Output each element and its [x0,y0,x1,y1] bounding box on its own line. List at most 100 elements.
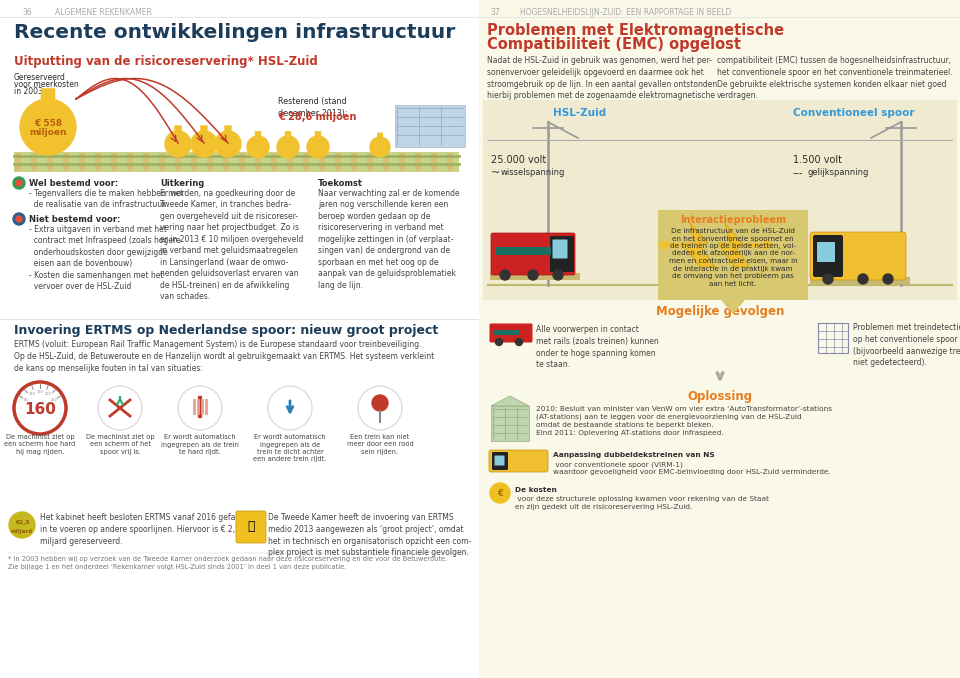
FancyBboxPatch shape [254,131,261,136]
Text: Problemen met treindetectie
op het conventionele spoor
(bijvoorbeeld aanwezige t: Problemen met treindetectie op het conve… [853,323,960,367]
Text: ---: --- [793,168,804,178]
Text: 2010: Besluit van minister van VenW om vier extra ‘AutoTransformator’-stations
(: 2010: Besluit van minister van VenW om v… [536,406,832,436]
FancyBboxPatch shape [287,153,293,171]
Text: 37: 37 [490,8,500,17]
FancyBboxPatch shape [285,131,291,136]
FancyBboxPatch shape [15,153,21,171]
Text: Invoering ERTMS op Nederlandse spoor: nieuw groot project: Invoering ERTMS op Nederlandse spoor: ni… [14,324,439,337]
Text: Naar verwachting zal er de komende
jaren nog verschillende keren een
beroep word: Naar verwachting zal er de komende jaren… [318,189,460,290]
Polygon shape [491,396,529,406]
FancyBboxPatch shape [0,0,478,678]
Text: 25.000 volt: 25.000 volt [491,155,546,165]
FancyBboxPatch shape [491,406,529,441]
Text: compatibiliteit (EMC) tussen de hogesnelheidsinfrastructuur,
het conventionele s: compatibiliteit (EMC) tussen de hogesnel… [717,56,952,100]
Polygon shape [718,223,750,267]
FancyBboxPatch shape [494,456,505,466]
FancyBboxPatch shape [431,153,437,171]
Text: Mogelijke gevolgen: Mogelijke gevolgen [656,305,784,318]
FancyBboxPatch shape [491,233,575,275]
FancyBboxPatch shape [191,153,197,171]
FancyBboxPatch shape [223,153,229,171]
FancyBboxPatch shape [143,153,149,171]
Text: €2,5: €2,5 [14,520,30,525]
FancyBboxPatch shape [483,100,957,300]
FancyBboxPatch shape [236,511,266,543]
Text: 36: 36 [22,8,32,17]
Circle shape [823,274,833,284]
Circle shape [528,270,538,280]
Text: miljard: miljard [11,529,33,534]
Circle shape [215,131,241,157]
Text: 80: 80 [24,398,29,402]
FancyBboxPatch shape [40,88,56,100]
Circle shape [268,386,312,430]
Text: voor meerkosten: voor meerkosten [14,80,79,89]
FancyBboxPatch shape [810,232,906,280]
Circle shape [553,270,563,280]
Text: Oplossing: Oplossing [687,390,753,403]
Text: Wel bestemd voor:: Wel bestemd voor: [29,179,118,188]
FancyBboxPatch shape [367,153,373,171]
FancyBboxPatch shape [207,153,213,171]
FancyBboxPatch shape [271,153,277,171]
Text: HOGESNELHEIDSLIJN-ZUID: EEN RAPPORTAGE IN BEELD: HOGESNELHEIDSLIJN-ZUID: EEN RAPPORTAGE I… [520,8,732,17]
Text: 120: 120 [29,392,36,396]
Circle shape [43,89,53,98]
Text: De kosten: De kosten [515,487,557,493]
Circle shape [307,136,329,158]
FancyBboxPatch shape [201,125,207,132]
Text: Nadat de HSL-Zuid in gebruik was genomen, werd het per-
sonenvervoer geleidelijk: Nadat de HSL-Zuid in gebruik was genomen… [487,56,717,100]
Text: Niet bestemd voor:: Niet bestemd voor: [29,215,120,224]
Circle shape [16,180,22,186]
Text: Conventioneel spoor: Conventioneel spoor [793,108,915,118]
FancyBboxPatch shape [490,273,580,280]
Text: € 28,6 miljoen: € 28,6 miljoen [278,112,356,122]
Polygon shape [682,223,715,267]
FancyBboxPatch shape [175,125,181,132]
Circle shape [358,386,402,430]
Text: 200: 200 [44,392,52,396]
FancyBboxPatch shape [319,153,325,171]
Circle shape [14,382,66,434]
Text: De machinist ziet op
een scherm hoe hard
hij mag rijden.: De machinist ziet op een scherm hoe hard… [5,434,76,455]
Text: De infrastructuur van de HSL-Zuid
en het conventionele spoornet en
de treinen op: De infrastructuur van de HSL-Zuid en het… [669,228,798,287]
Text: Recente ontwikkelingen infrastructuur: Recente ontwikkelingen infrastructuur [14,23,455,42]
FancyBboxPatch shape [383,153,389,171]
FancyBboxPatch shape [47,153,53,171]
Circle shape [516,338,522,346]
Text: wisselspanning: wisselspanning [501,168,565,177]
FancyBboxPatch shape [810,277,910,284]
FancyBboxPatch shape [399,153,405,171]
Text: gelijkspanning: gelijkspanning [808,168,870,177]
Text: ~: ~ [491,168,500,178]
FancyBboxPatch shape [315,131,322,136]
FancyBboxPatch shape [175,153,181,171]
Circle shape [247,136,269,158]
Text: Resterend (stand
december 2013):: Resterend (stand december 2013): [278,97,348,118]
FancyBboxPatch shape [813,235,843,277]
FancyBboxPatch shape [63,153,69,171]
Text: Compatibiliteit (EMC) opgelost: Compatibiliteit (EMC) opgelost [487,37,741,52]
FancyBboxPatch shape [553,239,567,258]
Circle shape [883,274,893,284]
FancyBboxPatch shape [415,153,421,171]
Text: Problemen met Elektromagnetische: Problemen met Elektromagnetische [487,23,784,38]
Circle shape [9,512,35,538]
Circle shape [13,213,25,225]
FancyBboxPatch shape [377,132,383,138]
FancyBboxPatch shape [490,323,533,342]
FancyBboxPatch shape [111,153,117,171]
Text: - Extra uitgaven in verband met het
  contract met Infraspeed (zoals hogere
  on: - Extra uitgaven in verband met het cont… [29,225,180,292]
Text: 1.500 volt: 1.500 volt [793,155,842,165]
FancyBboxPatch shape [14,152,459,172]
FancyBboxPatch shape [489,450,548,472]
Text: €: € [497,489,503,498]
FancyBboxPatch shape [351,153,357,171]
Circle shape [20,99,76,155]
FancyBboxPatch shape [31,153,37,171]
FancyBboxPatch shape [79,153,85,171]
FancyBboxPatch shape [225,125,231,132]
FancyBboxPatch shape [239,153,245,171]
Text: voor deze structurele oplossing kwamen voor rekening van de Staat
en zijn gedekt: voor deze structurele oplossing kwamen v… [515,496,769,510]
FancyBboxPatch shape [395,105,465,147]
